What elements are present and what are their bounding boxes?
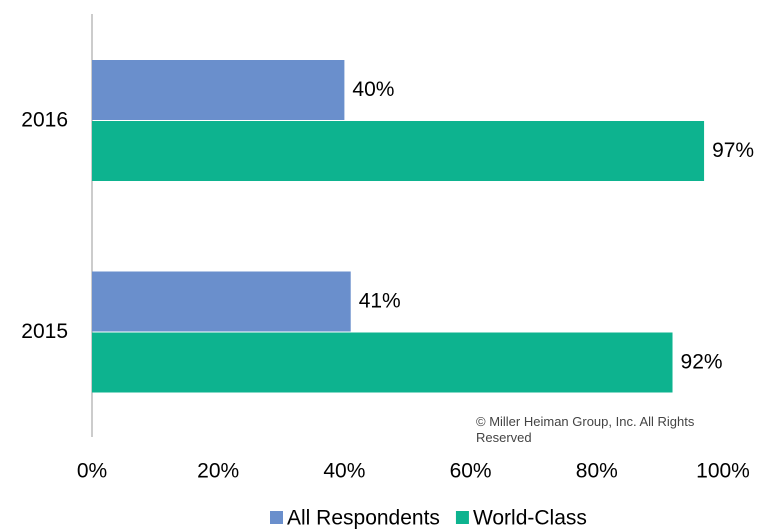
bar — [92, 121, 705, 181]
bar — [92, 271, 351, 332]
x-tick-label: 60% — [450, 460, 492, 483]
y-tick-label: 2015 — [21, 320, 68, 343]
x-tick-label: 0% — [77, 460, 107, 483]
y-tick-label: 2016 — [21, 109, 68, 132]
legend-label: All Respondents — [287, 507, 440, 530]
x-tick-label: 40% — [323, 460, 365, 483]
x-tick-label: 20% — [197, 460, 239, 483]
copyright-note: © Miller Heiman Group, Inc. All Rights R… — [476, 414, 695, 445]
legend-label: World-Class — [473, 507, 587, 530]
x-tick-label: 80% — [576, 460, 618, 483]
legend-swatch — [455, 511, 469, 524]
data-label: 41% — [359, 290, 401, 313]
legend-swatch — [270, 511, 283, 524]
data-label: 40% — [352, 78, 394, 101]
data-label: 97% — [712, 139, 754, 162]
bar — [92, 332, 673, 393]
bar — [92, 60, 345, 120]
x-tick-label: 100% — [696, 460, 750, 483]
data-label: 92% — [681, 351, 723, 374]
